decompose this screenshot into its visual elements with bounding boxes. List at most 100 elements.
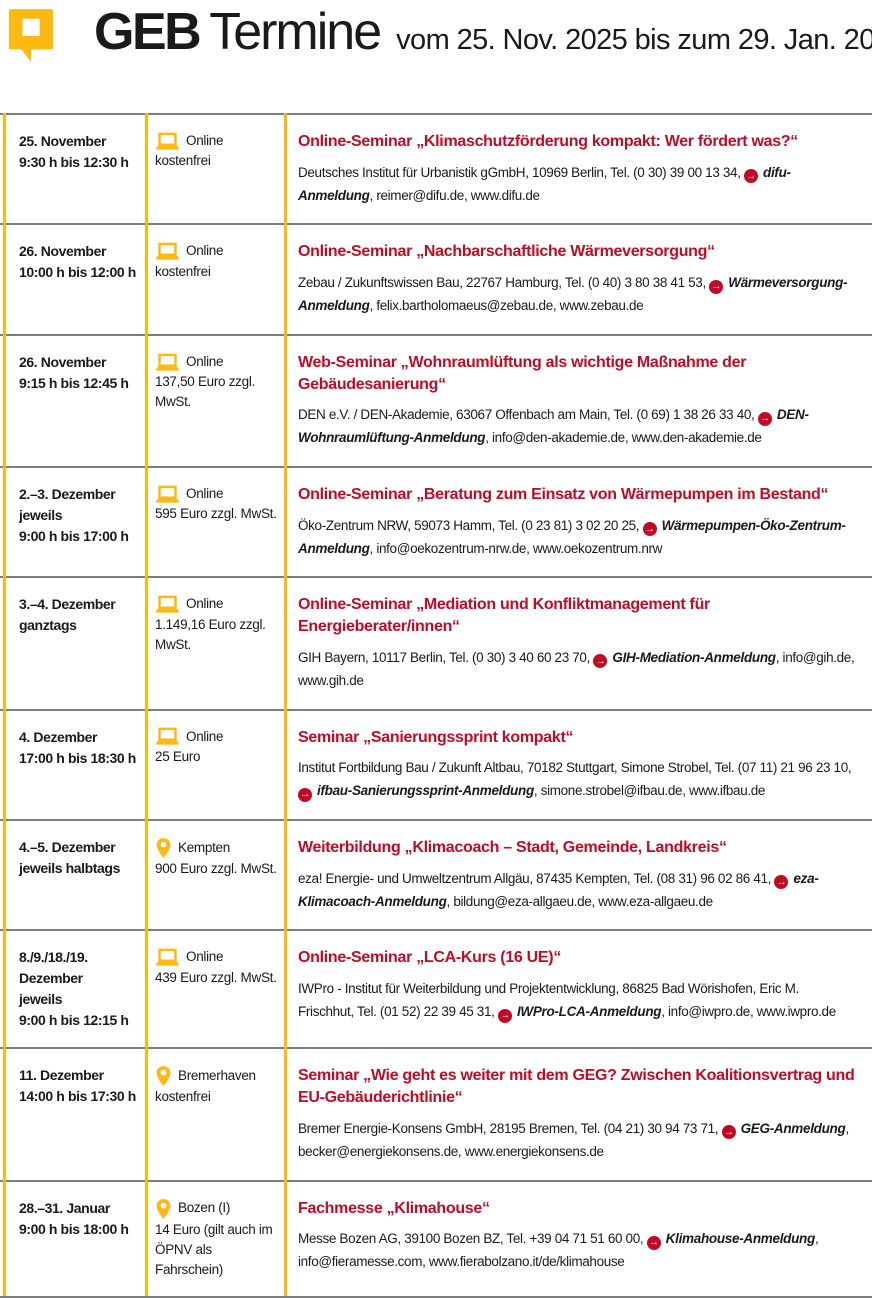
arrow-circle-icon: → xyxy=(757,411,772,426)
registration-link[interactable]: DEN-Wohnraumlüftung-Anmeldung xyxy=(298,407,809,446)
event-mode-label: Bozen (I) xyxy=(178,1200,231,1216)
laptop-icon xyxy=(155,727,180,746)
event-date: 4. Dezember xyxy=(19,728,98,745)
registration-link[interactable]: Wärmepumpen-Öko-Zentrum-Anmeldung xyxy=(298,517,846,556)
arrow-circle-icon: → xyxy=(744,169,758,184)
event-mode-label: Online xyxy=(186,486,224,501)
event-detail-cell: Online-Seminar „LCA-Kurs (16 UE)“ IWPro … xyxy=(283,931,872,1047)
event-mode-cell: Online kostenfrei xyxy=(144,225,283,333)
registration-link[interactable]: difu-Anmeldung xyxy=(298,164,791,203)
event-date-cell: 4. Dezember 17:00 h bis 18:30 h xyxy=(0,711,144,819)
event-date: 3.–4. Dezember xyxy=(19,596,116,613)
event-contact-text: , info@iwpro.de, www.iwpro.de xyxy=(661,1004,836,1019)
event-date-line3: 9:00 h bis 17:00 h xyxy=(19,528,129,544)
event-date: 11. Dezember xyxy=(19,1067,104,1084)
event-title: Online-Seminar „Mediation und Konfliktma… xyxy=(298,596,710,636)
arrow-circle-icon: → xyxy=(774,875,789,890)
event-row: 11. Dezember 14:00 h bis 17:30 h Bremerh… xyxy=(0,1047,872,1179)
event-description: Deutsches Institut für Urbanistik gGmbH,… xyxy=(298,162,856,208)
event-detail-cell: Web-Seminar „Wohnraumlüftung als wichtig… xyxy=(283,336,872,466)
event-detail-cell: Online-Seminar „Nachbarschaftliche Wärme… xyxy=(283,225,872,333)
event-date-cell: 8./9./18./19. Dezember jeweils 9:00 h bi… xyxy=(0,931,144,1047)
event-mode: Online xyxy=(155,727,277,747)
event-contact-text: , felix.bartholomaeus@zebau.de, www.zeba… xyxy=(369,298,644,313)
event-price: 900 Euro zzgl. MwSt. xyxy=(155,861,277,876)
event-mode-cell: Bremerhaven kostenfrei xyxy=(144,1049,283,1179)
event-title: Online-Seminar „Klimaschutzförderung kom… xyxy=(298,133,798,150)
event-organizer-text: Öko-Zentrum NRW, 59073 Hamm, Tel. (0 23 … xyxy=(298,517,643,533)
event-mode: Bremerhaven xyxy=(155,1065,277,1087)
event-date-cell: 11. Dezember 14:00 h bis 17:30 h xyxy=(0,1049,144,1179)
registration-link[interactable]: GEG-Anmeldung xyxy=(740,1120,846,1136)
event-mode-label: Kempten xyxy=(178,839,230,855)
geb-speech-bubble-logo-icon xyxy=(8,6,56,64)
arrow-circle-icon: → xyxy=(642,522,657,537)
event-detail-cell: Seminar „Sanierungssprint kompakt“ Insti… xyxy=(283,711,872,819)
event-organizer-text: Messe Bozen AG, 39100 Bozen BZ, Tel. +39… xyxy=(298,1231,647,1247)
event-mode: Bozen (I) xyxy=(155,1198,277,1220)
event-organizer-text: IWPro - Institut für Weiterbildung und P… xyxy=(298,981,799,1019)
event-date-cell: 26. November 10:00 h bis 12:00 h xyxy=(0,225,144,333)
event-contact-text: , becker@energiekonsens.de, www.energiek… xyxy=(298,1120,849,1159)
event-price: 137,50 Euro zzgl. MwSt. xyxy=(155,374,255,410)
registration-link[interactable]: eza-Klimacoach-Anmeldung xyxy=(298,870,819,909)
arrow-circle-icon: → xyxy=(709,279,724,294)
event-mode: Kempten xyxy=(155,837,277,859)
event-organizer-text: DEN e.V. / DEN-Akademie, 63067 Offenbach… xyxy=(298,407,758,423)
event-description: Zebau / Zukunftswissen Bau, 22767 Hambur… xyxy=(298,272,856,318)
event-row: 8./9./18./19. Dezember jeweils 9:00 h bi… xyxy=(0,929,872,1047)
brand-section: Termine xyxy=(209,3,382,61)
event-description: IWPro - Institut für Weiterbildung und P… xyxy=(298,978,856,1024)
vertical-rule-right xyxy=(284,113,287,1297)
event-date: 8./9./18./19. Dezember xyxy=(19,949,88,987)
event-organizer-text: GIH Bayern, 10117 Berlin, Tel. (0 30) 3 … xyxy=(298,649,594,665)
event-detail-cell: Online-Seminar „Klimaschutzförderung kom… xyxy=(283,115,872,223)
event-description: DEN e.V. / DEN-Akademie, 63067 Offenbach… xyxy=(298,404,856,450)
event-date-line2: 14:00 h bis 17:30 h xyxy=(19,1088,136,1105)
event-date-line2: jeweils halbtags xyxy=(19,860,120,876)
registration-link[interactable]: GIH-Mediation-Anmeldung xyxy=(612,649,776,665)
event-date: 26. November xyxy=(19,243,107,260)
event-price: 14 Euro (gilt auch im ÖPNV als Fahrschei… xyxy=(155,1221,273,1278)
event-contact-text: , reimer@difu.de, www.difu.de xyxy=(369,187,540,203)
event-description: Bremer Energie-Konsens GmbH, 28195 Breme… xyxy=(298,1118,856,1164)
registration-link[interactable]: ifbau-Sanierungssprint-Anmeldung xyxy=(317,783,534,799)
event-date-cell: 2.–3. Dezember jeweils 9:00 h bis 17:00 … xyxy=(0,468,144,576)
event-detail-cell: Online-Seminar „Beratung zum Einsatz von… xyxy=(283,468,872,576)
registration-link[interactable]: Wärmeversorgung-Anmeldung xyxy=(298,275,848,313)
event-date-line2: ganztags xyxy=(19,617,77,634)
event-contact-text: , info@den-akademie.de, www.den-akademie… xyxy=(485,430,762,446)
event-date-line2: 9:30 h bis 12:30 h xyxy=(19,154,129,170)
event-detail-cell: Fachmesse „Klimahouse“ Messe Bozen AG, 3… xyxy=(283,1182,872,1297)
event-description: Messe Bozen AG, 39100 Bozen BZ, Tel. +39… xyxy=(298,1228,856,1274)
event-description: GIH Bayern, 10117 Berlin, Tel. (0 30) 3 … xyxy=(298,647,856,693)
event-price: kostenfrei xyxy=(155,153,211,169)
event-price: 439 Euro zzgl. MwSt. xyxy=(155,969,277,985)
event-price: kostenfrei xyxy=(155,263,211,279)
event-mode-cell: Bozen (I) 14 Euro (gilt auch im ÖPNV als… xyxy=(144,1182,283,1297)
event-mode: Online xyxy=(155,352,277,372)
registration-link[interactable]: Klimahouse-Anmeldung xyxy=(665,1231,816,1247)
event-price: 595 Euro zzgl. MwSt. xyxy=(155,506,277,522)
event-row: 26. November 9:15 h bis 12:45 h Online 1… xyxy=(0,333,872,466)
event-title: Weiterbildung „Klimacoach – Stadt, Gemei… xyxy=(298,839,727,856)
event-mode-label: Online xyxy=(186,133,224,148)
arrow-circle-icon: → xyxy=(646,1235,661,1250)
date-range: vom 25. Nov. 2025 bis zum 29. Jan. 2026 xyxy=(396,24,872,56)
page-header: GEB Termine vom 25. Nov. 2025 bis zum 29… xyxy=(0,0,872,113)
event-row: 25. November 9:30 h bis 12:30 h Online k… xyxy=(0,113,872,223)
arrow-circle-icon: → xyxy=(298,787,312,802)
event-mode-label: Online xyxy=(186,728,224,744)
event-date: 25. November xyxy=(19,133,107,149)
event-detail-cell: Seminar „Wie geht es weiter mit dem GEG?… xyxy=(283,1049,872,1179)
event-organizer-text: Bremer Energie-Konsens GmbH, 28195 Breme… xyxy=(298,1120,722,1136)
event-mode: Online xyxy=(155,131,277,151)
event-mode-cell: Online 439 Euro zzgl. MwSt. xyxy=(144,931,283,1047)
event-mode-label: Online xyxy=(186,596,224,612)
arrow-circle-icon: → xyxy=(721,1125,736,1140)
event-title: Online-Seminar „Nachbarschaftliche Wärme… xyxy=(298,243,715,261)
event-date: 4.–5. Dezember xyxy=(19,839,116,855)
event-date-line2: jeweils xyxy=(19,991,63,1008)
registration-link[interactable]: IWPro-LCA-Anmeldung xyxy=(516,1004,662,1019)
event-date-cell: 28.–31. Januar 9:00 h bis 18:00 h xyxy=(0,1182,144,1297)
